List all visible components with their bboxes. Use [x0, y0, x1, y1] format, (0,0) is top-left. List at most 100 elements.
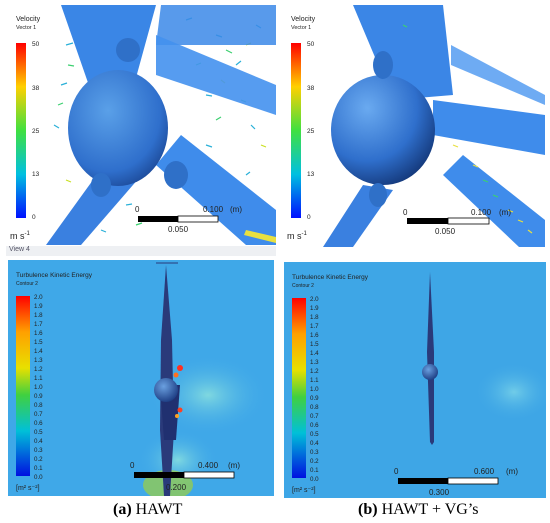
legend-tick: 1.6	[310, 332, 319, 339]
svg-text:0: 0	[403, 208, 408, 217]
legend-tick: 0.8	[34, 402, 43, 409]
tke-colorbar	[292, 298, 306, 478]
view-label-bar: View 4	[6, 246, 276, 256]
svg-text:0.050: 0.050	[168, 225, 189, 234]
legend-tick: 0.0	[310, 476, 319, 483]
caption-a-text: HAWT	[131, 501, 183, 518]
legend-tick: 0.6	[310, 422, 319, 429]
svg-text:0.200: 0.200	[166, 483, 187, 492]
tke-panel-hawt: Turbulence Kinetic Energy Contour 2 2.0 …	[8, 260, 274, 496]
legend-tick: 1.2	[34, 366, 43, 373]
velocity-panel-hawt-vg: Velocity Vector 1 50 38 25 13 0 m s-1 0 …	[283, 5, 545, 247]
legend-ticks: 2.0 1.9 1.8 1.7 1.6 1.5 1.4 1.3 1.2 1.1 …	[34, 294, 43, 481]
legend-tick: 0.3	[310, 449, 319, 456]
legend-tick: 0.1	[310, 467, 319, 474]
legend-unit: [m² s⁻²]	[16, 485, 40, 492]
velocity-colorbar	[291, 43, 301, 218]
legend-tick: 1.8	[310, 314, 319, 321]
blade-right	[156, 135, 276, 245]
svg-text:(m): (m)	[506, 467, 518, 476]
legend-unit: [m² s⁻²]	[292, 487, 316, 494]
legend-tick: 0.2	[34, 456, 43, 463]
legend-tick: 0.3	[34, 447, 43, 454]
legend-tick: 0.9	[34, 393, 43, 400]
legend-tick: 0.9	[310, 395, 319, 402]
tke-panel-hawt-vg: Turbulence Kinetic Energy Contour 2 2.0 …	[284, 262, 546, 498]
blade-top	[353, 5, 453, 100]
hub	[68, 70, 168, 186]
caption-a: (a) HAWT	[113, 501, 182, 519]
legend-tick: 0.4	[34, 438, 43, 445]
legend-tick: 1.3	[310, 359, 319, 366]
legend-tick: 0.5	[34, 429, 43, 436]
legend-tick: 1.2	[310, 368, 319, 375]
scale-bar: 0 0.100 (m) 0.050	[135, 205, 242, 234]
legend-tick: 50	[32, 41, 40, 48]
velocity-panel-hawt: Velocity Vector 1 50 38 25 13 0 m s-1 0 …	[6, 5, 276, 245]
legend-tick: 38	[32, 85, 40, 92]
legend-tick: 1.3	[34, 357, 43, 364]
scale-bar: 0 0.600 (m) 0.300	[394, 467, 518, 497]
legend-tick: 13	[32, 171, 40, 178]
svg-text:0.100: 0.100	[471, 208, 492, 217]
svg-text:(m): (m)	[228, 461, 240, 470]
legend-tick: 0.7	[310, 413, 319, 420]
legend-unit: m s-1	[10, 231, 30, 241]
legend-tick: 0.7	[34, 411, 43, 418]
legend-tick: 1.1	[310, 377, 319, 384]
legend-tick: 1.5	[310, 341, 319, 348]
blade-right	[433, 100, 545, 155]
svg-text:0.050: 0.050	[435, 227, 456, 236]
legend-tick: 2.0	[34, 294, 43, 301]
legend-tick: 1.9	[34, 303, 43, 310]
legend-tick: 2.0	[310, 296, 319, 303]
svg-text:(m): (m)	[230, 205, 242, 214]
hub	[331, 75, 435, 185]
legend-tick: 1.0	[34, 384, 43, 391]
legend-tick: 0.0	[34, 474, 43, 481]
legend-ticks: 2.0 1.9 1.8 1.7 1.6 1.5 1.4 1.3 1.2 1.1 …	[310, 296, 319, 483]
hub	[422, 364, 438, 380]
legend-subtitle: Vector 1	[291, 25, 311, 31]
legend-tick: 25	[307, 128, 315, 135]
legend-title: Velocity	[16, 16, 41, 23]
legend-subtitle: Contour 2	[292, 283, 314, 289]
legend-subtitle: Vector 1	[16, 25, 36, 31]
legend-tick: 0.6	[34, 420, 43, 427]
svg-text:0: 0	[394, 467, 399, 476]
blade-profile	[427, 272, 434, 445]
svg-text:0.100: 0.100	[203, 205, 224, 214]
velocity-colorbar	[16, 43, 26, 218]
legend-title: Turbulence Kinetic Energy	[292, 274, 369, 281]
legend-tick: 50	[307, 41, 315, 48]
tke-colorbar	[16, 296, 30, 476]
legend-tick: 1.1	[34, 375, 43, 382]
caption-b: (b) HAWT + VG’s	[358, 501, 479, 519]
legend-tick: 1.4	[34, 348, 43, 355]
caption-b-label: (b)	[358, 501, 378, 518]
svg-text:0.400: 0.400	[198, 461, 219, 470]
legend-title: Turbulence Kinetic Energy	[16, 272, 93, 279]
legend-tick: 0.8	[310, 404, 319, 411]
legend-tick: 0.1	[34, 465, 43, 472]
legend-tick: 0.4	[310, 440, 319, 447]
legend-tick: 0	[32, 214, 36, 221]
hub	[154, 378, 178, 402]
legend-tick: 0.2	[310, 458, 319, 465]
scale-bar: 0 0.100 (m) 0.050	[403, 208, 511, 236]
view-label: View 4	[9, 246, 30, 253]
svg-text:0: 0	[130, 461, 135, 470]
legend-tick: 1.0	[310, 386, 319, 393]
legend-tick: 25	[32, 128, 40, 135]
legend-tick: 38	[307, 85, 315, 92]
legend-unit: m s-1	[287, 231, 307, 241]
legend-tick: 1.7	[310, 323, 319, 330]
svg-text:(m): (m)	[499, 208, 511, 217]
svg-text:0.300: 0.300	[429, 488, 450, 497]
legend-tick: 1.9	[310, 305, 319, 312]
legend-tick: 1.4	[310, 350, 319, 357]
legend-subtitle: Contour 2	[16, 281, 38, 287]
legend-tick: 13	[307, 171, 315, 178]
legend-tick: 0.5	[310, 431, 319, 438]
scale-bar: 0 0.400 (m) 0.200	[130, 461, 240, 492]
